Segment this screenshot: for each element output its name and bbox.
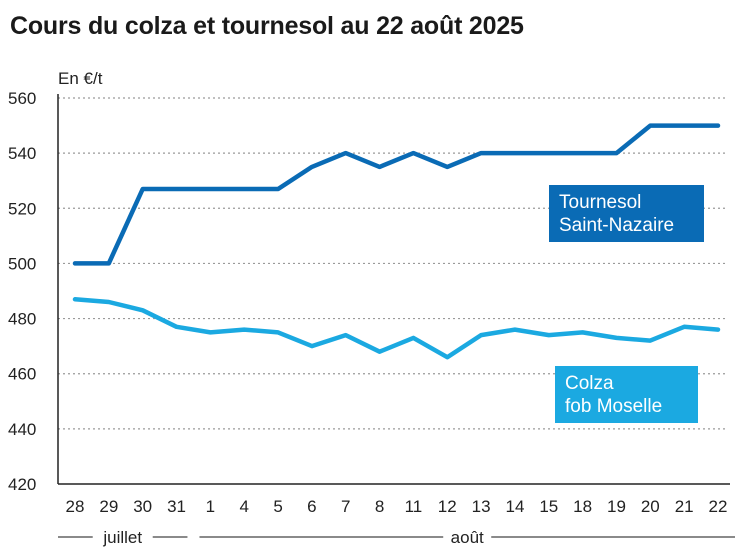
month-label: juillet <box>102 528 142 547</box>
x-tick-label: 1 <box>206 497 215 516</box>
y-tick-label: 560 <box>8 89 36 108</box>
x-tick-label: 7 <box>341 497 350 516</box>
y-tick-label: 460 <box>8 365 36 384</box>
y-tick-label: 520 <box>8 199 36 218</box>
x-tick-label: 4 <box>239 497 248 516</box>
series-line <box>72 297 721 360</box>
x-tick-label: 29 <box>99 497 118 516</box>
x-tick-label: 30 <box>133 497 152 516</box>
x-tick-label: 5 <box>273 497 282 516</box>
x-tick-label: 28 <box>66 497 85 516</box>
chart-title: Cours du colza et tournesol au 22 août 2… <box>10 12 524 40</box>
y-tick-label: 480 <box>8 310 36 329</box>
x-tick-label: 14 <box>505 497 524 516</box>
y-tick-label: 420 <box>8 475 36 494</box>
month-label: août <box>451 528 484 547</box>
y-tick-label: 500 <box>8 254 36 273</box>
series-label-box <box>555 366 698 423</box>
x-tick-label: 8 <box>375 497 384 516</box>
series-label: Tournesol <box>559 192 641 213</box>
x-tick-label: 18 <box>573 497 592 516</box>
y-tick-label: 440 <box>8 420 36 439</box>
x-tick-label: 31 <box>167 497 186 516</box>
series-label-box <box>549 185 704 242</box>
series-label: Colza <box>565 373 614 394</box>
x-tick-label: 15 <box>539 497 558 516</box>
y-axis-unit: En €/t <box>58 69 103 88</box>
x-tick-label: 22 <box>709 497 728 516</box>
series-label: Saint-Nazaire <box>559 215 674 236</box>
x-tick-label: 13 <box>472 497 491 516</box>
x-tick-label: 21 <box>675 497 694 516</box>
x-tick-label: 12 <box>438 497 457 516</box>
y-tick-label: 540 <box>8 144 36 163</box>
series-label: fob Moselle <box>565 396 662 417</box>
x-tick-label: 11 <box>405 497 423 516</box>
x-tick-label: 19 <box>607 497 626 516</box>
x-tick-label: 20 <box>641 497 660 516</box>
x-tick-label: 6 <box>307 497 316 516</box>
series-line <box>72 123 721 266</box>
